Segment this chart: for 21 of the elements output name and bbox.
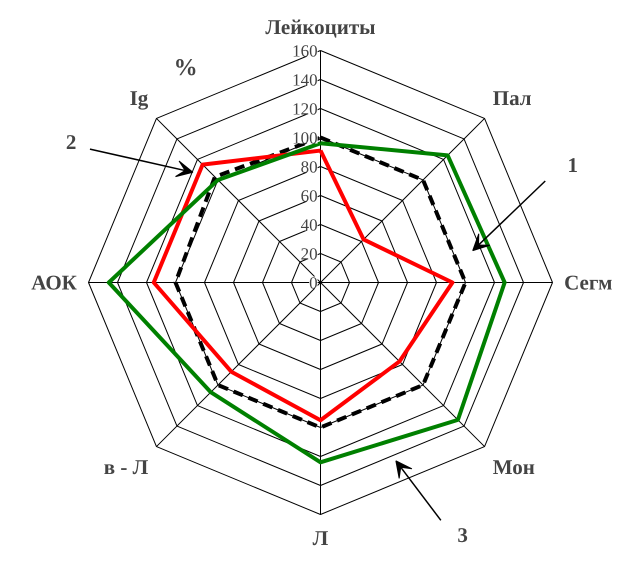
- y-tick-label: 80: [300, 158, 318, 176]
- y-tick-label: 100: [292, 128, 318, 148]
- y-tick-label: 40: [300, 216, 318, 234]
- spoke-label: Л: [312, 526, 329, 550]
- y-tick-label: 0: [309, 274, 318, 292]
- spoke-label: Ig: [130, 86, 149, 110]
- spoke-label: в - Л: [104, 454, 149, 479]
- spoke-label: АОК: [31, 270, 78, 294]
- y-tick-label: 140: [292, 70, 318, 90]
- spoke-label: Пал: [492, 86, 532, 110]
- y-tick-label: 20: [300, 244, 318, 264]
- y-tick-label: 120: [292, 100, 318, 118]
- text: 3: [457, 522, 468, 547]
- spoke-label: Лейкоциты: [265, 14, 376, 39]
- text: 1: [568, 153, 578, 178]
- text: 2: [66, 130, 76, 154]
- text: %: [174, 54, 198, 81]
- y-tick-label: 160: [292, 42, 318, 60]
- y-tick-label: 60: [300, 186, 318, 206]
- spoke-label: Мон: [492, 454, 535, 479]
- spoke-label: Сегм: [564, 270, 612, 294]
